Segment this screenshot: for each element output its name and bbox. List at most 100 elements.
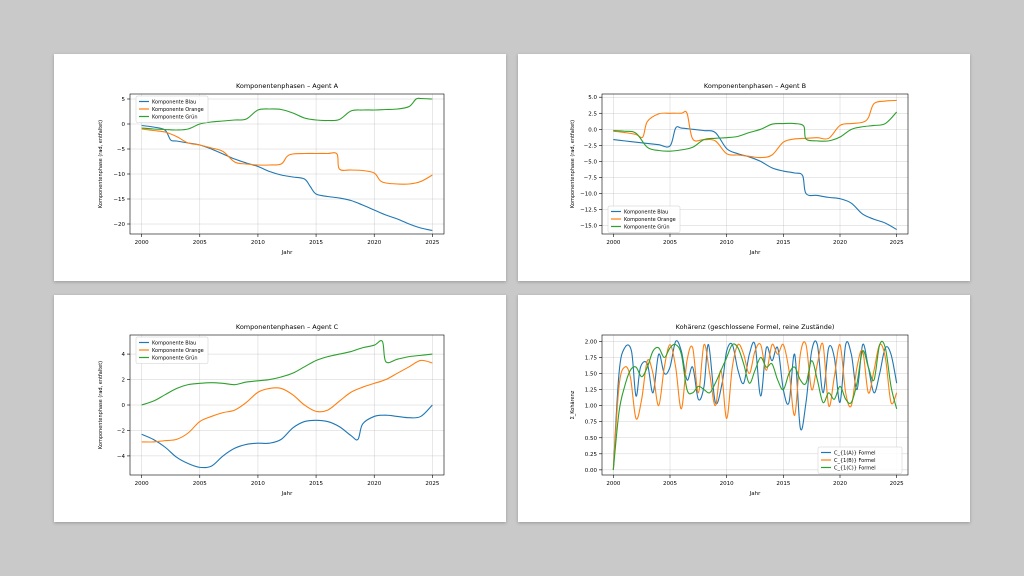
x-tick-label: 2015 [776, 481, 790, 487]
x-tick-label: 2000 [135, 240, 149, 246]
series-line-orange [613, 99, 897, 159]
y-tick-label: −10.0 [580, 192, 597, 198]
x-axis-label: Jahr [281, 491, 293, 497]
chart-title: Komponentenphasen – Agent A [236, 82, 339, 90]
y-tick-label: 0.00 [585, 468, 598, 474]
plot-frame [129, 93, 445, 235]
legend-entry: Komponente Grün [152, 114, 198, 120]
x-axis-label: Jahr [749, 250, 761, 256]
legend-entry: C_{1(B)} Formel [834, 458, 876, 464]
series-line-orange [141, 359, 433, 443]
chart-agent-c: 2000 2005 2010 2015 2020 2025 4 2 0 −2 −4 Komponent… [98, 323, 445, 497]
y-axis-label: Komponentenphase (rad, entfaltet) [98, 120, 104, 208]
x-tick-label: 2005 [663, 240, 677, 246]
x-tick-label: 2005 [193, 481, 207, 487]
x-tick-label: 2025 [890, 240, 904, 246]
y-tick-label: 0 [122, 122, 126, 128]
legend: Komponente Blau Komponente OrangeKomponen… [135, 95, 209, 123]
x-tick-label: 2000 [606, 240, 620, 246]
y-tick-label: −15.0 [580, 224, 597, 230]
series-line-green [613, 111, 898, 152]
y-tick-label: −7.5 [584, 175, 598, 181]
x-tick-label: 2015 [309, 481, 323, 487]
series-line-blue [141, 404, 433, 469]
y-tick-label: 5.0 [588, 95, 597, 101]
x-tick-label: 2000 [606, 481, 620, 487]
series-line-orange [141, 128, 433, 185]
y-tick-label: −10 [113, 172, 125, 178]
y-axis-label: Σ_Kohärenz [570, 390, 576, 419]
y-tick-label: 0.25 [585, 452, 598, 458]
legend-entry: Komponente Blau [152, 340, 196, 346]
legend-entry: Komponente Orange [624, 217, 676, 223]
y-tick-label: −15 [113, 197, 125, 203]
x-tick-label: 2020 [367, 481, 381, 487]
x-axis-label: Jahr [749, 491, 761, 497]
y-tick-label: 0.0 [588, 127, 597, 133]
y-tick-label: 0.50 [585, 436, 598, 442]
series-line-orange [612, 341, 898, 470]
x-tick-label: 2005 [663, 481, 677, 487]
x-tick-label: 2020 [833, 481, 847, 487]
y-tick-label: 1.00 [585, 404, 598, 410]
grid [130, 335, 444, 475]
y-tick-label: −12.5 [580, 208, 597, 214]
series-line-blue [612, 340, 898, 470]
chart-agent-b: 2000 2005 2010 2015 2020 2025 5.0 2.5 0.0 −2.5 −5.… [570, 82, 909, 256]
y-tick-label: −20 [113, 222, 125, 228]
y-tick-label: 0 [122, 403, 126, 409]
x-tick-label: 2025 [425, 481, 439, 487]
x-tick-label: 2020 [367, 240, 381, 246]
plot-frame [601, 93, 909, 235]
legend-entry: Komponente Grün [152, 355, 198, 361]
legend-entry: Komponente Blau [624, 209, 668, 215]
legend-entry: Komponente Orange [152, 107, 204, 113]
y-tick-label: −5.0 [584, 159, 598, 165]
y-tick-label: 2.5 [588, 111, 597, 117]
chart-panel-agent-a: 2000 2005 2010 2015 2020 2025 5 0 −5 −10 −15 −20 Kom… [54, 54, 506, 281]
chart-agent-a: 2000 2005 2010 2015 2020 2025 5 0 −5 −10 −15 −20 Kom… [98, 82, 445, 256]
y-tick-label: 0.75 [585, 420, 598, 426]
y-tick-label: −5 [117, 147, 126, 153]
y-tick-label: −4 [117, 454, 126, 460]
plot-frame [601, 334, 909, 476]
legend: Komponente Blau Komponente OrangeKomponen… [135, 336, 209, 364]
y-axis-label: Komponentenphase (rad, entfaltet) [98, 361, 104, 449]
y-tick-label: 1.75 [585, 355, 598, 361]
x-axis-label: Jahr [281, 250, 293, 256]
x-tick-label: 2015 [776, 240, 790, 246]
chart-panel-agent-c: 2000 2005 2010 2015 2020 2025 4 2 0 −2 −4 Komponent… [54, 295, 506, 522]
x-tick-label: 2010 [251, 481, 265, 487]
legend-entry: Komponente Orange [152, 348, 204, 354]
y-tick-label: 2 [122, 378, 126, 384]
y-axis-label: Komponentenphase (rad, entfaltet) [570, 120, 576, 208]
x-tick-label: 2010 [251, 240, 265, 246]
x-tick-label: 2020 [833, 240, 847, 246]
x-tick-label: 2010 [720, 240, 734, 246]
chart-title: Komponentenphasen – Agent B [704, 82, 806, 90]
x-tick-label: 2025 [890, 481, 904, 487]
series-line-green [141, 340, 433, 406]
x-tick-label: 2005 [193, 240, 207, 246]
series-line-green [141, 97, 433, 131]
y-tick-label: −2 [117, 428, 125, 434]
y-tick-label: 2.00 [585, 339, 598, 345]
x-tick-label: 2025 [425, 240, 439, 246]
legend: Komponente Blau Komponente OrangeKomponen… [607, 205, 681, 233]
y-tick-label: 1.50 [585, 372, 598, 378]
chart-title: Komponentenphasen – Agent C [236, 323, 339, 331]
chart-panel-coherence: 2000 2005 2010 2015 2020 2025 2.00 1.75 1.50 1.25… [518, 295, 970, 522]
x-tick-label: 2000 [135, 481, 149, 487]
chart-title: Kohärenz (geschlossene Formel, reine Zus… [676, 323, 835, 331]
y-tick-label: 1.25 [585, 388, 598, 394]
x-tick-label: 2015 [309, 240, 323, 246]
y-tick-label: −2.5 [584, 143, 598, 149]
series-line-blue [141, 124, 433, 232]
y-tick-label: 4 [122, 352, 126, 358]
y-tick-label: 5 [122, 97, 126, 103]
legend-entry: Komponente Grün [624, 224, 670, 230]
chart-coherence: 2000 2005 2010 2015 2020 2025 2.00 1.75 1.50 1.25… [570, 323, 909, 497]
legend-entry: C_{1(A)} Formel [834, 450, 876, 456]
series-line-green [612, 340, 898, 470]
